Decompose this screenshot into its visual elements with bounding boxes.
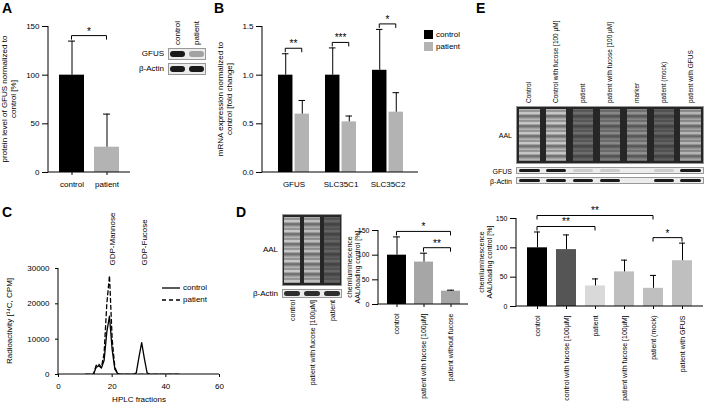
svg-text:60: 60: [215, 382, 224, 391]
svg-text:SLC35C1: SLC35C1: [324, 180, 359, 189]
svg-text:150: 150: [358, 227, 370, 234]
svg-text:150: 150: [26, 22, 40, 31]
html-text:AAL: AAL: [262, 245, 278, 254]
html-text:chemiluminescence AAL/loading: chemiluminescence AAL/loading control [%…: [478, 225, 493, 299]
svg-text:40: 40: [161, 382, 170, 391]
html-text:β-Actin: β-Actin: [252, 288, 278, 298]
svg-text:patient: patient: [592, 315, 600, 336]
svg-text:control: control: [393, 313, 400, 334]
svg-text:100: 100: [26, 71, 40, 80]
svg-text:**: **: [591, 205, 599, 216]
svg-text:20: 20: [108, 382, 117, 391]
html-text:β-Actin: β-Actin: [138, 64, 164, 73]
svg-text:patient with fucose [100µM]: patient with fucose [100µM]: [621, 315, 629, 400]
svg-text:control: control: [60, 180, 84, 189]
html-text:patient with GFUS: patient with GFUS: [686, 50, 694, 103]
html-text:chemiluminescence AAL/loading: chemiluminescence AAL/loading control [%…: [346, 230, 361, 304]
html-text:protein level of GFUS normaliz: protein level of GFUS normalized to cont…: [0, 35, 18, 163]
svg-text:0: 0: [35, 168, 40, 177]
html-text:A: A: [2, 0, 13, 16]
html-text:mRNA expression normalized to: mRNA expression normalized to control [f…: [216, 41, 234, 157]
svg-text:GFUS: GFUS: [283, 180, 305, 189]
svg-text:0: 0: [45, 370, 50, 379]
html-text:control: control: [288, 300, 296, 321]
html-text:patient with fucose [100µM]: patient with fucose [100µM]: [308, 300, 316, 386]
svg-text:patient (mock): patient (mock): [650, 316, 658, 360]
svg-text:**: **: [433, 238, 441, 249]
svg-text:50: 50: [500, 273, 508, 280]
svg-text:10000: 10000: [27, 335, 50, 344]
html-text:E: E: [476, 0, 486, 16]
svg-text:1.5: 1.5: [242, 22, 254, 31]
html-text:patient: patient: [578, 83, 586, 103]
html-text:GFUS: GFUS: [492, 167, 512, 174]
html-text:patient with fucose [100 µM]: patient with fucose [100 µM]: [605, 21, 613, 103]
svg-text:**: **: [562, 216, 570, 227]
svg-text:***: ***: [335, 32, 347, 43]
svg-text:*: *: [422, 221, 426, 232]
svg-text:0: 0: [366, 301, 370, 308]
html-text:patient: patient: [328, 300, 336, 321]
svg-text:50: 50: [31, 119, 40, 128]
html-text:B: B: [214, 0, 225, 16]
html-text:C: C: [2, 204, 13, 220]
html-text:patient (mock): patient (mock): [659, 61, 667, 103]
svg-text:*: *: [87, 26, 91, 37]
svg-text:*: *: [666, 228, 670, 239]
html-text:patient: patient: [191, 21, 201, 45]
html-text:D: D: [236, 204, 247, 220]
html-text:control: control: [436, 30, 460, 39]
svg-text:patient with fucose [100µM]: patient with fucose [100µM]: [420, 313, 428, 398]
svg-text:patient: patient: [95, 180, 120, 189]
html-text:control: control: [183, 283, 207, 292]
svg-text:control: control: [534, 315, 541, 336]
svg-text:patient with GFUS: patient with GFUS: [679, 315, 687, 372]
html-text:Radioactivity [¹⁴C, CPM]: Radioactivity [¹⁴C, CPM]: [4, 277, 14, 365]
svg-text:patient without fucose: patient without fucose: [447, 313, 455, 381]
html-text:GFUS: GFUS: [141, 49, 164, 58]
svg-text:20000: 20000: [27, 299, 50, 308]
svg-text:0.5: 0.5: [242, 119, 254, 128]
svg-text:0: 0: [504, 303, 508, 310]
svg-text:SLC35C2: SLC35C2: [371, 180, 406, 189]
svg-text:30000: 30000: [27, 264, 50, 273]
html-text:patient: patient: [183, 295, 207, 304]
html-text:Control: Control: [525, 82, 533, 103]
svg-text:GDP-Fucose: GDP-Fucose: [140, 219, 149, 266]
html-text:patient: patient: [436, 42, 460, 51]
svg-text:1.0: 1.0: [242, 71, 254, 80]
html-text:control: control: [172, 21, 182, 45]
html-text:AAL: AAL: [498, 131, 512, 139]
svg-text:HPLC fractions: HPLC fractions: [112, 395, 166, 404]
svg-text:50: 50: [362, 276, 370, 283]
svg-text:control with fucose [100µM]: control with fucose [100µM]: [563, 315, 571, 400]
svg-text:100: 100: [358, 251, 370, 258]
svg-text:150: 150: [496, 215, 508, 222]
html-text:Control with fucose [100 µM]: Control with fucose [100 µM]: [552, 20, 559, 103]
html-text:β-Actin: β-Actin: [490, 177, 512, 184]
svg-text:0: 0: [56, 382, 61, 391]
svg-text:GDP-Mannose: GDP-Mannose: [108, 212, 117, 265]
svg-text:*: *: [386, 14, 390, 25]
svg-text:100: 100: [496, 244, 508, 251]
svg-text:**: **: [290, 38, 298, 49]
html-text:marker: marker: [632, 82, 640, 103]
svg-text:0.0: 0.0: [242, 168, 254, 177]
